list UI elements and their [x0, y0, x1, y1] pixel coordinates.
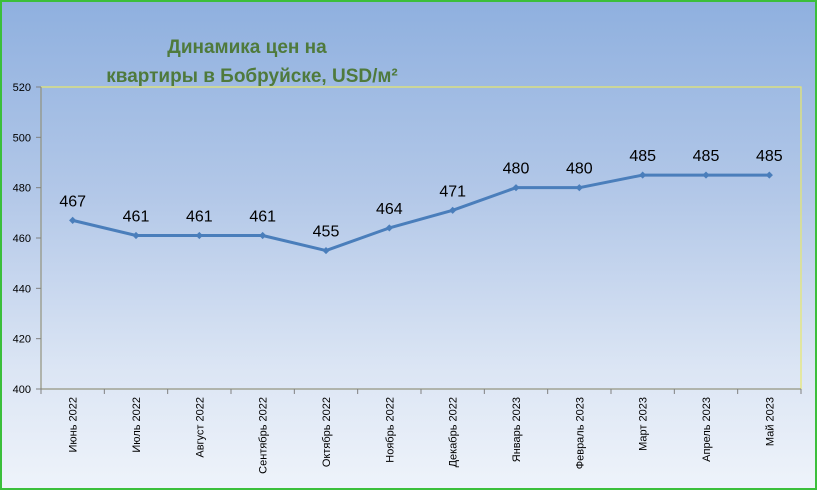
y-tick-label: 420 — [13, 334, 31, 346]
x-tick-label: Ноябрь 2022 — [384, 397, 396, 463]
data-point — [385, 224, 393, 232]
data-label: 485 — [693, 148, 720, 165]
x-tick-label: Июнь 2022 — [68, 397, 80, 453]
series-markers — [69, 171, 773, 255]
x-tick-label: Апрель 2023 — [701, 397, 713, 462]
x-tick-label: Декабрь 2022 — [448, 397, 460, 467]
data-label: 461 — [186, 208, 213, 225]
y-tick-label: 460 — [13, 233, 31, 245]
x-tick-label: Июль 2022 — [131, 397, 143, 453]
data-point — [512, 184, 520, 192]
data-point — [259, 231, 267, 240]
data-label: 464 — [376, 201, 403, 218]
plot-area-border — [40, 86, 802, 390]
data-label: 485 — [756, 148, 783, 165]
data-point — [639, 171, 647, 179]
data-point — [195, 231, 203, 240]
x-tick-label: Май 2023 — [764, 397, 776, 446]
x-axis-ticks: Июнь 2022 Июль 2022 Август 2022 Сентябрь 20… — [40, 389, 802, 474]
data-label: 461 — [123, 208, 150, 225]
x-tick-label: Февраль 2023 — [574, 397, 586, 469]
series-line — [72, 173, 770, 253]
x-tick-label: Март 2023 — [638, 397, 650, 451]
data-labels: 467 461 461 461 455 464 471 480 480 485 485 485 — [59, 148, 782, 241]
data-label: 455 — [313, 224, 340, 241]
chart-title-line-2: квартиры в Бобруйске, USD/м² — [106, 66, 398, 87]
data-point — [322, 246, 330, 255]
x-tick-label: Октябрь 2022 — [321, 397, 333, 467]
y-tick-label: 440 — [13, 283, 31, 295]
y-tick-label: 500 — [13, 132, 31, 144]
data-point — [132, 231, 140, 240]
data-label: 467 — [59, 193, 86, 210]
y-tick-label: 480 — [13, 183, 31, 195]
axes — [40, 87, 801, 390]
y-tick-label: 520 — [13, 82, 31, 94]
data-label: 485 — [629, 148, 656, 165]
data-label: 480 — [566, 161, 593, 178]
data-point — [702, 171, 710, 179]
data-label: 461 — [249, 208, 276, 225]
data-label: 471 — [439, 183, 466, 200]
chart-title-line-1: Динамика цен на — [167, 37, 327, 58]
x-tick-label: Август 2022 — [194, 397, 206, 458]
data-point — [449, 206, 457, 214]
x-tick-label: Январь 2023 — [511, 397, 523, 462]
data-label: 480 — [503, 161, 530, 178]
y-axis-ticks: 400 420 440 460 480 500 520 — [13, 82, 41, 396]
y-tick-label: 400 — [13, 384, 31, 396]
x-tick-label: Сентябрь 2022 — [258, 397, 270, 474]
data-point — [765, 171, 773, 179]
data-point — [575, 184, 583, 192]
data-point — [69, 216, 77, 224]
